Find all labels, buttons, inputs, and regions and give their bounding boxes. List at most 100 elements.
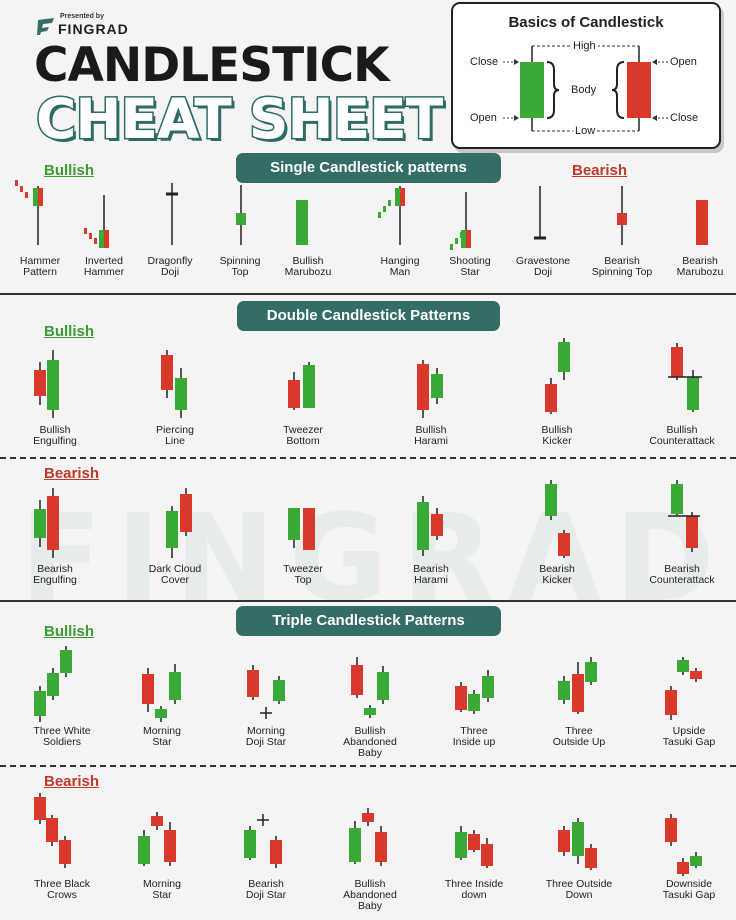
basics-box: Basics of Candlestick High Low Body Clos… <box>451 2 721 149</box>
trend-tick <box>383 206 386 212</box>
triple-bear-label: Downside Tasuki Gap <box>662 878 716 901</box>
fingrad-logo-icon <box>37 18 54 35</box>
divider-dashed <box>0 457 736 459</box>
candle-body <box>34 370 46 396</box>
trend-tick <box>89 233 92 239</box>
candle-body <box>431 514 443 536</box>
single-pattern-label: Shooting Star <box>449 255 491 278</box>
candle-body <box>142 674 154 704</box>
trend-tick <box>388 200 391 206</box>
candle-body <box>175 378 187 410</box>
candle-body <box>417 502 429 550</box>
candle-body <box>288 380 300 408</box>
presented-by: Presented by <box>60 13 104 20</box>
triple-bear-label: Bearish Doji Star <box>245 878 287 901</box>
banner-double: Double Candlestick Patterns <box>237 301 500 331</box>
double-bear-label: Bearish Counterattack <box>649 563 715 586</box>
candle-body <box>349 828 361 862</box>
triple-bull-label: Three White Soldiers <box>33 725 91 748</box>
triple-bear-label: Bullish Abandoned Baby <box>343 878 397 912</box>
triple-bull-label: Bullish Abandoned Baby <box>343 725 397 759</box>
candle-body <box>351 665 363 695</box>
candle-body <box>34 509 46 538</box>
triple-bull-label: Three Inside up <box>452 725 496 748</box>
triple-bearish-heading: Bearish <box>44 773 100 790</box>
candle-body <box>671 347 683 377</box>
candle-body <box>34 691 46 716</box>
banner-single: Single Candlestick patterns <box>236 153 501 183</box>
single-bullish-heading: Bullish <box>44 162 95 179</box>
candle-body <box>558 533 570 556</box>
double-bull-label: Bullish Kicker <box>541 424 573 447</box>
candle-body <box>47 360 59 410</box>
trend-tick <box>15 180 18 186</box>
candle-body <box>558 342 570 372</box>
candle-body <box>431 374 443 398</box>
double-bull-label: Bullish Counterattack <box>649 424 715 447</box>
candle-body <box>690 856 702 866</box>
triple-bullish-heading: Bullish <box>44 623 95 640</box>
candle-body <box>296 200 308 245</box>
candle-body <box>585 848 597 868</box>
single-pattern-label: Gravestone Doji <box>515 255 571 278</box>
basics-body-label: Body <box>571 84 597 96</box>
candle-body <box>166 511 178 548</box>
double-bear-label: Bearish Engulfing <box>33 563 77 586</box>
basics-right-close: Close <box>670 112 699 124</box>
double-bull-label: Bullish Engulfing <box>33 424 77 447</box>
triple-bull-label: Three Outside Up <box>552 725 606 748</box>
trend-tick <box>20 186 23 192</box>
triple-bear-label: Three Black Crows <box>33 878 91 901</box>
double-bear-label: Bearish Kicker <box>539 563 575 586</box>
candle-body <box>47 496 59 550</box>
candle-body <box>38 188 43 206</box>
candle-body <box>617 213 627 225</box>
candle-body <box>677 862 689 874</box>
double-bear-label: Bearish Harami <box>413 563 449 586</box>
double-bear-label: Dark Cloud Cover <box>148 563 202 586</box>
candle-body <box>572 822 584 856</box>
trend-tick <box>84 228 87 234</box>
candle-body <box>545 484 557 516</box>
candle-body <box>395 188 400 206</box>
candle-body <box>686 516 698 548</box>
candle-body <box>572 674 584 712</box>
candle-body <box>677 660 689 672</box>
double-bull-label: Tweezer Bottom <box>283 424 323 447</box>
candle-body <box>34 797 46 820</box>
brand-name: FINGRAD <box>58 21 129 37</box>
candle-body <box>60 650 72 673</box>
candle-body <box>696 200 708 245</box>
candle-body <box>247 670 259 697</box>
candle-body <box>155 709 167 718</box>
single-pattern-label: Dragonfly Doji <box>147 255 193 278</box>
double-bear-label: Tweezer Top <box>283 563 323 586</box>
triple-bear-label: Three Outside Down <box>545 878 613 901</box>
basics-title: Basics of Candlestick <box>508 14 664 31</box>
candle-body <box>364 708 376 715</box>
single-pattern-label: Bearish Marubozu <box>676 255 724 278</box>
double-bullish-heading: Bullish <box>44 323 95 340</box>
candle-body <box>151 816 163 826</box>
candle-body <box>687 377 699 410</box>
candle-body <box>236 213 246 225</box>
candle-body <box>377 672 389 700</box>
watermark: FINGRAD <box>20 490 729 629</box>
banner-triple: Triple Candlestick Patterns <box>236 606 501 636</box>
double-bull-label: Piercing Line <box>156 424 194 447</box>
candle-body <box>417 364 429 410</box>
candle-body <box>468 694 480 711</box>
basics-high-label: High <box>571 40 598 52</box>
candle-body <box>461 230 466 248</box>
candle-body <box>558 681 570 700</box>
trend-tick <box>378 212 381 218</box>
candle-body <box>270 840 282 864</box>
double-bearish-heading: Bearish <box>44 465 100 482</box>
trend-tick <box>94 238 97 244</box>
title-line-2: CHEAT SHEET <box>34 87 444 151</box>
candle-body <box>46 818 58 842</box>
basics-diagram <box>503 45 668 132</box>
candle-body <box>288 508 300 540</box>
candle-body <box>690 671 702 679</box>
